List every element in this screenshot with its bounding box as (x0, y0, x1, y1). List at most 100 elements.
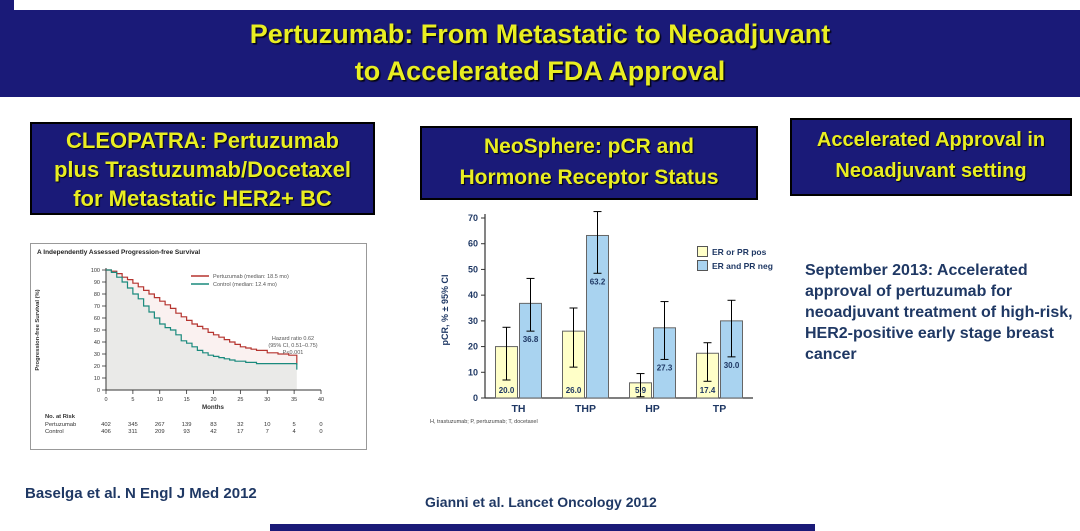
bar-category-label: THP (575, 403, 596, 415)
bar-value-label: 20.0 (499, 386, 515, 395)
legend-swatch-yellow (697, 246, 708, 257)
legend-label-er-pr-pos: ER or PR pos (712, 246, 767, 257)
svg-text:20: 20 (210, 397, 216, 403)
km-at-risk-row-name: Pertuzumab (45, 422, 76, 428)
accelerated-line2: Neoadjuvant setting (835, 160, 1027, 182)
header-box-accelerated: Accelerated Approval in Neoadjuvant sett… (790, 118, 1072, 196)
svg-text:100: 100 (91, 268, 100, 274)
svg-text:50: 50 (468, 264, 478, 274)
svg-text:30: 30 (264, 397, 270, 403)
svg-text:50: 50 (94, 328, 100, 334)
bar-value-label: 17.4 (700, 386, 716, 395)
legend-item-er-pr-neg: ER and PR neg (697, 260, 773, 271)
km-at-risk-value: 267 (155, 422, 165, 428)
km-at-risk-value: 17 (237, 429, 243, 435)
bottom-bar-decoration (270, 524, 815, 531)
svg-text:20: 20 (468, 342, 478, 352)
km-curve-0 (106, 269, 298, 365)
km-at-risk-value: 5 (293, 422, 296, 428)
km-at-risk-value: 311 (128, 429, 137, 435)
svg-text:35: 35 (291, 397, 297, 403)
km-at-risk-value: 32 (237, 422, 243, 428)
km-annotation-line-0: Hazard ratio 0.62 (272, 336, 314, 342)
svg-text:90: 90 (94, 280, 100, 286)
header-box-cleopatra: CLEOPATRA: Pertuzumab plus Trastuzumab/D… (30, 122, 375, 215)
bar-category-label: TH (512, 403, 526, 415)
bar-value-label: 26.0 (566, 386, 582, 395)
km-at-risk-label: No. at Risk (45, 414, 76, 420)
citation-baselga: Baselga et al. N Engl J Med 2012 (25, 485, 257, 502)
citation-gianni: Gianni et al. Lancet Oncology 2012 (425, 494, 657, 510)
bar-chart-legend: ER or PR pos ER and PR neg (697, 246, 773, 274)
km-at-risk-value: 0 (319, 422, 322, 428)
svg-text:5: 5 (131, 397, 134, 403)
cleopatra-line3: for Metastatic HER2+ BC (73, 186, 332, 211)
bar-category-label: TP (713, 403, 726, 415)
km-x-axis-label: Months (202, 404, 225, 411)
svg-text:0: 0 (104, 397, 107, 403)
svg-text:60: 60 (94, 316, 100, 322)
legend-swatch-blue (697, 260, 708, 271)
svg-text:25: 25 (237, 397, 243, 403)
km-at-risk-value: 7 (266, 429, 269, 435)
svg-text:70: 70 (94, 304, 100, 310)
km-legend-label-1: Control (median: 12.4 mo) (213, 282, 277, 288)
accelerated-line1: Accelerated Approval in (816, 129, 1046, 151)
svg-text:15: 15 (184, 397, 190, 403)
km-at-risk-value: 402 (101, 422, 111, 428)
bar-category-label: HP (645, 403, 660, 415)
cleopatra-line1: CLEOPATRA: Pertuzumab (66, 128, 339, 153)
svg-text:0: 0 (473, 393, 478, 403)
km-at-risk-value: 10 (264, 422, 270, 428)
bar-value-label: 27.3 (657, 363, 673, 372)
svg-text:10: 10 (468, 367, 478, 377)
bar-value-label: 63.2 (590, 277, 606, 286)
svg-text:0: 0 (97, 388, 100, 394)
km-at-risk-value: 209 (155, 429, 165, 435)
km-curve-1 (106, 269, 298, 370)
svg-text:40: 40 (318, 397, 324, 403)
km-at-risk-value: 42 (210, 429, 216, 435)
km-at-risk-row-name: Control (45, 429, 64, 435)
km-at-risk-value: 0 (319, 429, 322, 435)
pcr-bar-chart: 0 10 20 30 40 50 60 70 pCR, % ± 95% CI TH 20.0 36.8… (440, 211, 753, 415)
km-figure-panel: A Independently Assessed Progression-fre… (30, 243, 367, 450)
svg-text:40: 40 (94, 340, 100, 346)
svg-text:80: 80 (94, 292, 100, 298)
km-at-risk-value: 83 (210, 422, 216, 428)
corner-decoration (0, 0, 14, 10)
svg-text:60: 60 (468, 239, 478, 249)
legend-item-er-pr-pos: ER or PR pos (697, 246, 773, 257)
svg-text:10: 10 (157, 397, 163, 403)
neosphere-line2: Hormone Receptor Status (459, 166, 719, 189)
neosphere-line1: NeoSphere: pCR and (483, 135, 695, 158)
svg-text:30: 30 (468, 316, 478, 326)
svg-text:30: 30 (94, 352, 100, 358)
bar-value-label: 30.0 (724, 361, 740, 370)
km-at-risk-value: 139 (182, 422, 192, 428)
slide-title-line2: to Accelerated FDA Approval (354, 56, 726, 86)
km-at-risk-value: 345 (128, 422, 138, 428)
header-box-neosphere: NeoSphere: pCR and Hormone Receptor Stat… (420, 126, 758, 200)
km-y-axis-label: Progression-free Survival (%) (35, 289, 41, 370)
km-at-risk-value: 406 (101, 429, 111, 435)
svg-text:20: 20 (94, 364, 100, 370)
km-at-risk-value: 93 (183, 429, 189, 435)
bar-y-axis-label: pCR, % ± 95% CI (440, 275, 450, 346)
km-at-risk-value: 4 (293, 429, 297, 435)
legend-label-er-pr-neg: ER and PR neg (712, 260, 773, 271)
km-annotation-line-2: P<0.001 (283, 350, 304, 356)
km-legend-label-0: Pertuzumab (median: 18.5 mo) (213, 274, 289, 280)
approval-note-text: September 2013: Accelerated approval of … (805, 262, 1073, 363)
slide-title-line1: Pertuzumab: From Metastatic to Neoadjuva… (249, 19, 831, 49)
cleopatra-line2: plus Trastuzumab/Docetaxel (53, 157, 352, 182)
km-figure-title: A Independently Assessed Progression-fre… (37, 249, 201, 256)
bar-value-label: 5.9 (635, 386, 647, 395)
svg-text:70: 70 (468, 213, 478, 223)
bar-value-label: 36.8 (523, 335, 539, 344)
svg-text:40: 40 (468, 290, 478, 300)
km-annotation-line-1: (95% CI, 0.51–0.75) (268, 343, 317, 349)
slide-title-banner: Pertuzumab: From Metastatic to Neoadjuva… (0, 10, 1080, 97)
